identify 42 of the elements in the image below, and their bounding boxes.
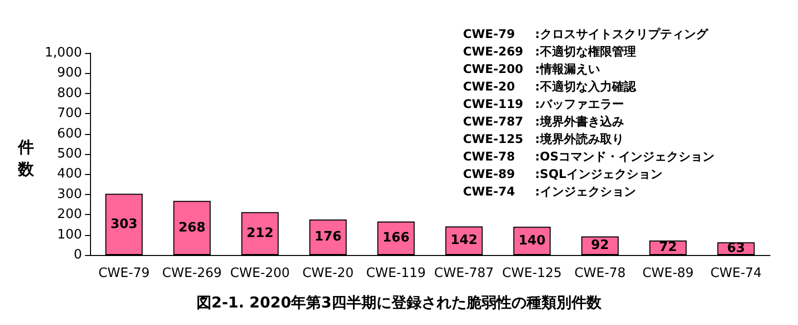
text: CWE-79 :クロスサイトスクリプティング xyxy=(463,27,708,41)
data-label: 92 xyxy=(590,238,610,254)
y-tick-label: 400 xyxy=(57,166,82,182)
annotation: CWE-125 :境界外読み取り xyxy=(463,132,624,146)
y-tick-label: 700 xyxy=(57,106,82,122)
data-label: 303 xyxy=(110,216,138,232)
text: CWE-78 :OSコマンド・インジェクション xyxy=(463,150,715,164)
x-tick-label: CWE-200 xyxy=(230,266,290,281)
data-label: 142 xyxy=(450,233,478,248)
y-tick-label: 500 xyxy=(57,146,82,162)
data-label: 166 xyxy=(382,230,410,246)
x-tick-label: CWE-269 xyxy=(162,266,222,281)
y-tick-label: 0 xyxy=(74,248,82,262)
x-tick-label: CWE-125 xyxy=(502,266,562,281)
data-label: 72 xyxy=(658,240,678,256)
annotation: CWE-787 :境界外書き込み xyxy=(463,114,624,128)
x-tick-label: CWE-74 xyxy=(710,266,762,281)
x-tick-label: CWE-787 xyxy=(434,266,494,281)
x-tick-label: CWE-20 xyxy=(302,266,354,281)
data-label: 212 xyxy=(246,226,274,242)
x-tick-label: CWE-78 xyxy=(574,266,626,281)
data-label: 268 xyxy=(178,220,206,236)
text: CWE-20 :不適切な入力確認 xyxy=(463,80,636,94)
y-tick-label: 100 xyxy=(57,227,82,242)
y-tick-label: 300 xyxy=(57,186,82,202)
x-tick-label: CWE-89 xyxy=(642,266,694,281)
x-tick-label: CWE-79 xyxy=(98,266,150,281)
y-tick-label: 1,000 xyxy=(44,46,82,60)
data-label: 176 xyxy=(314,230,342,245)
y-axis-title: 件数 xyxy=(17,138,35,178)
y-tick-label: 200 xyxy=(57,207,82,222)
x-tick-label: CWE-119 xyxy=(366,266,426,281)
y-tick-label: 800 xyxy=(57,86,82,101)
text: CWE-74 :インジェクション xyxy=(463,184,636,198)
annotation: CWE-200 :情報漏えい xyxy=(463,62,600,76)
y-tick-label: 900 xyxy=(57,66,82,81)
text: CWE-89 :SQLインジェクション xyxy=(463,167,662,181)
annotation: CWE-269 :不適切な権限管理 xyxy=(463,44,636,58)
annotation: CWE-119 :バッファエラー xyxy=(463,97,624,111)
y-tick-label: 600 xyxy=(57,126,82,142)
data-label: 140 xyxy=(518,233,546,248)
text: 図2-1. 2020年第3四半期に登録された脆弱性の種類別件数 xyxy=(196,294,603,312)
